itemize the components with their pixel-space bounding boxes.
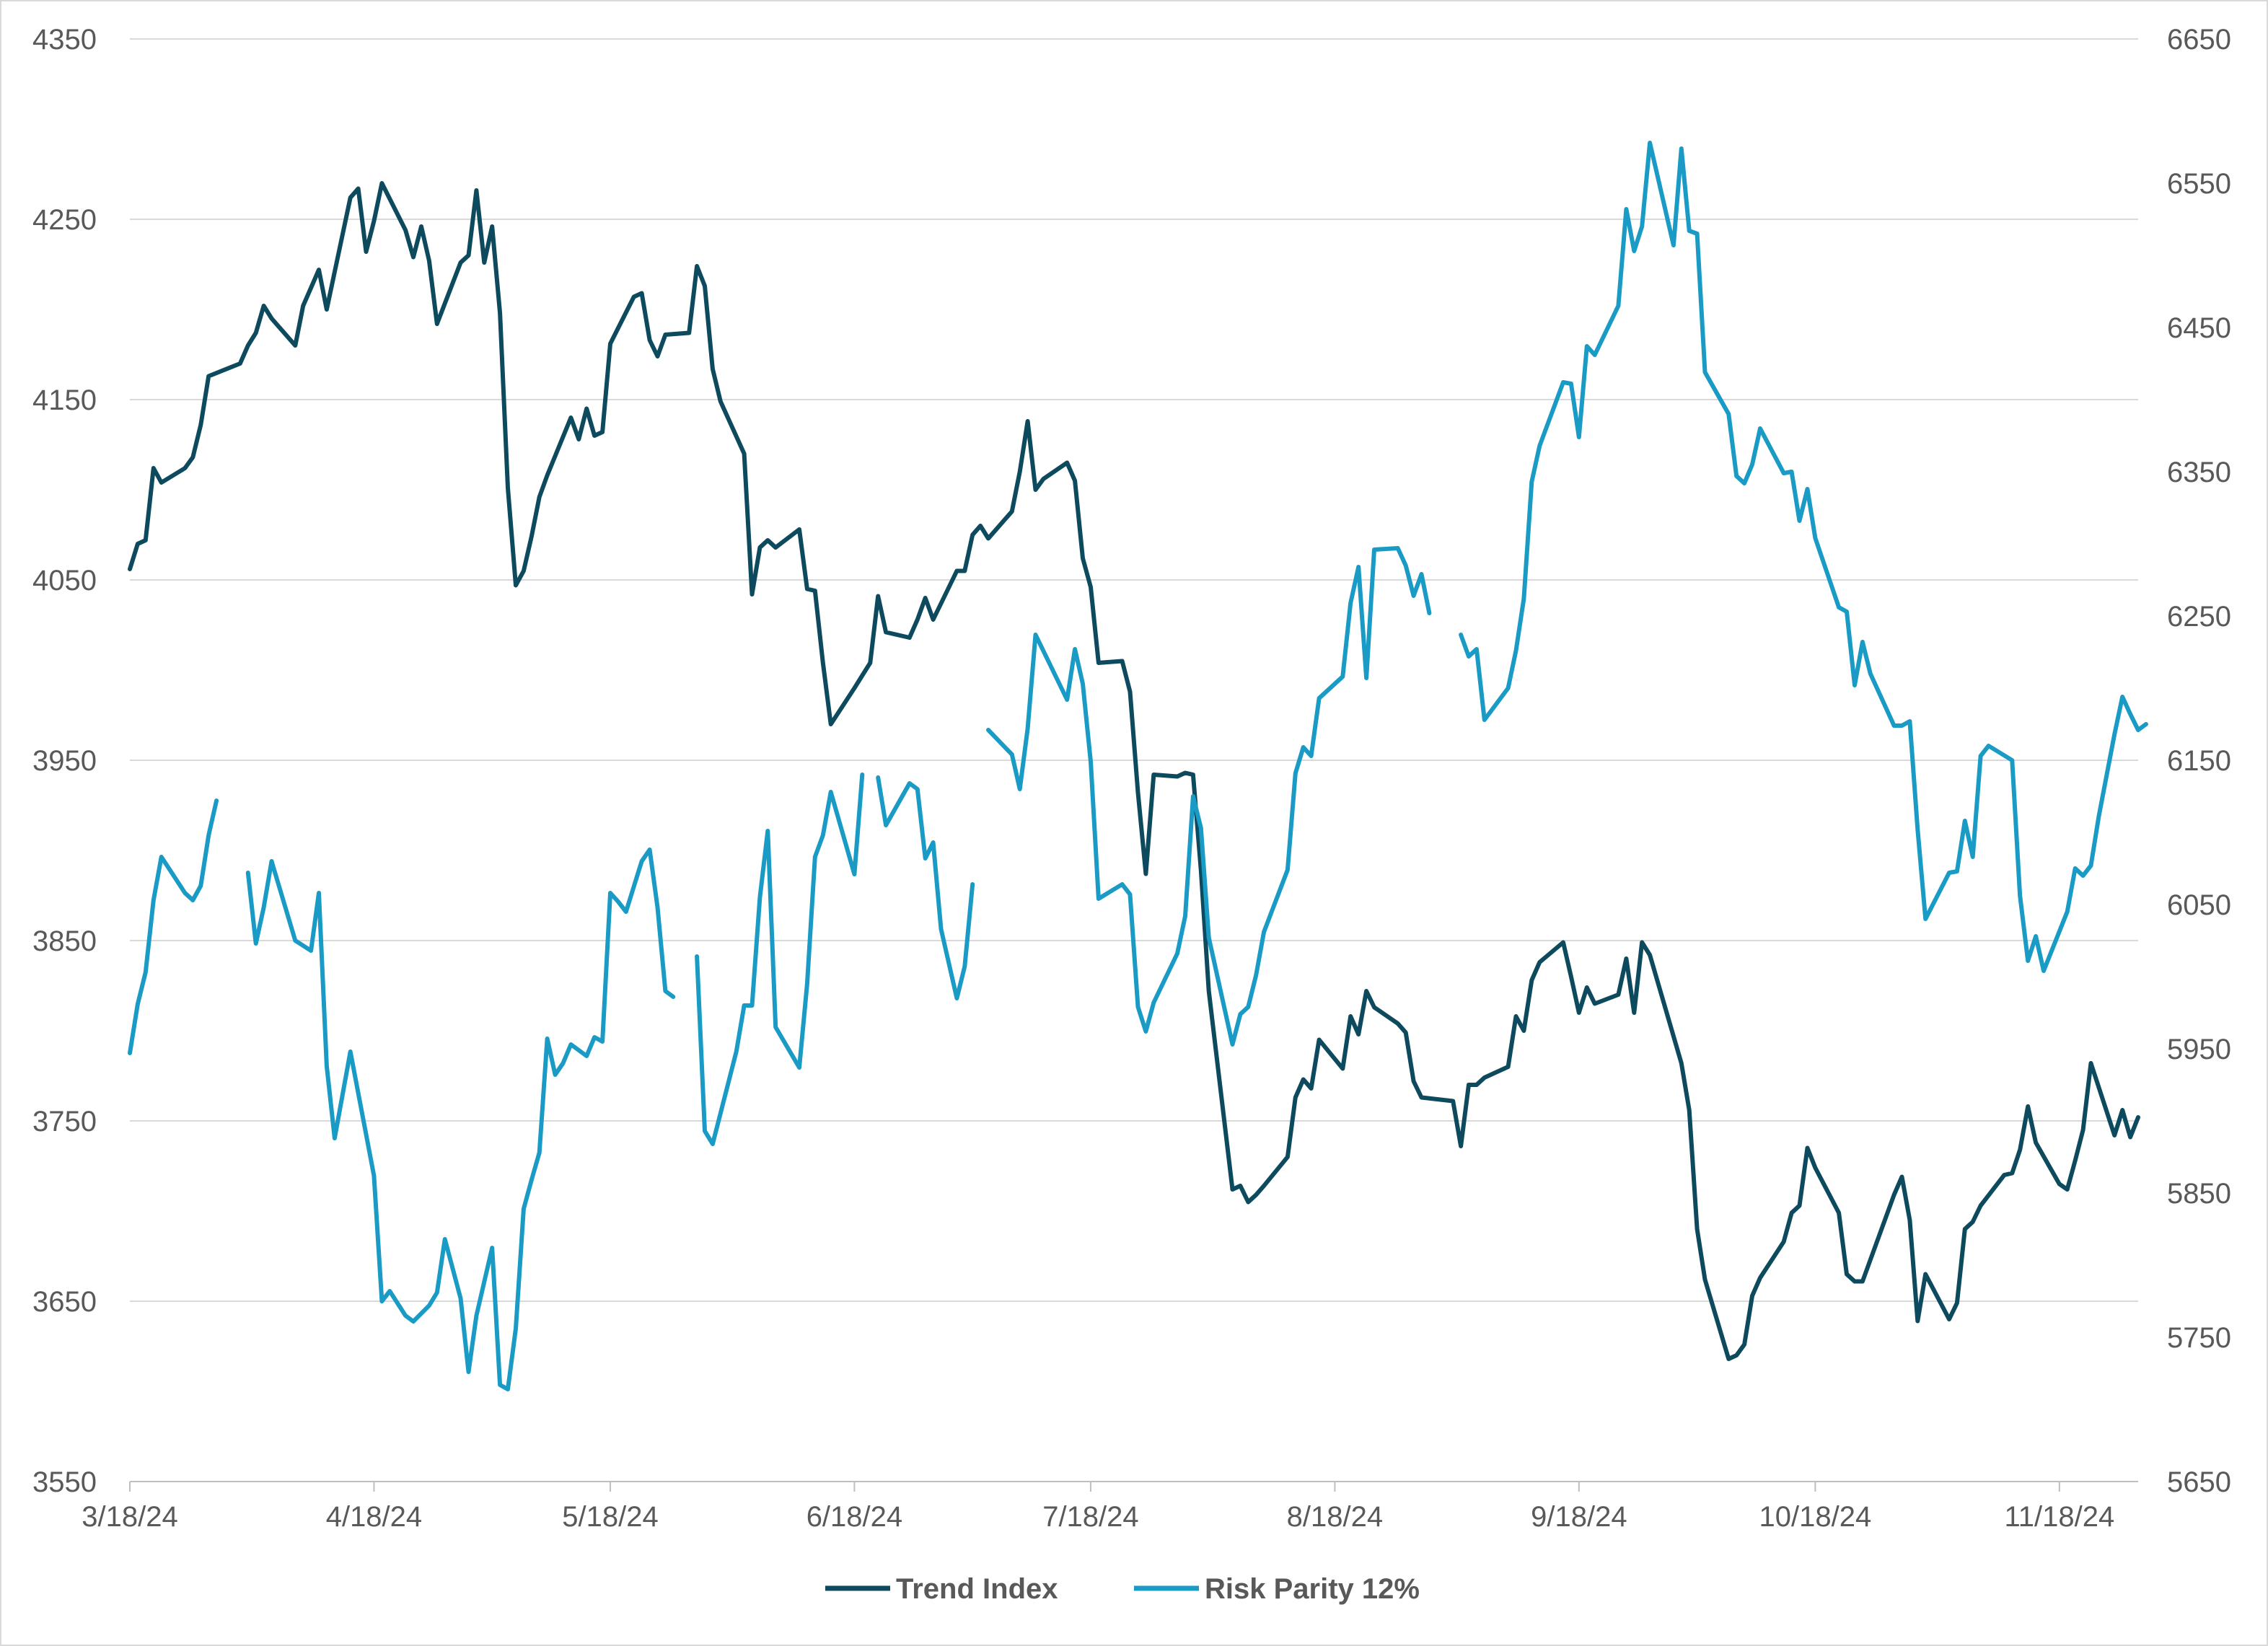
series-line-risk-parity-12	[245, 848, 676, 1391]
left-y-tick-label: 4050	[32, 565, 97, 597]
x-tick-label: 11/18/24	[2004, 1501, 2114, 1533]
legend-label-trend-index: Trend Index	[896, 1573, 1058, 1605]
gridlines	[130, 38, 2138, 1302]
left-y-tick-label: 3550	[32, 1466, 97, 1498]
series-line-risk-parity-12	[876, 775, 975, 1000]
right-y-tick-label: 5650	[2167, 1466, 2231, 1498]
x-tick-label: 10/18/24	[1759, 1501, 1872, 1533]
left-y-tick-label: 4250	[32, 204, 97, 236]
right-y-tick-label: 6250	[2167, 601, 2231, 633]
x-tick-label: 6/18/24	[806, 1501, 902, 1533]
x-axis-ticks: 3/18/24 4/18/24 5/18/24 6/18/24 7/18/24 8/18/…	[82, 1482, 2114, 1533]
left-y-tick-label: 3750	[32, 1106, 97, 1137]
left-y-tick-label: 3950	[32, 745, 97, 777]
x-tick-label: 9/18/24	[1531, 1501, 1627, 1533]
legend-label-risk-parity: Risk Parity 12%	[1205, 1573, 1420, 1605]
right-y-axis-ticks: 5650 5750 5850 5950 6050 6150 6250 6350 6450 6550…	[2167, 24, 2231, 1498]
series-lines	[128, 141, 2148, 1391]
left-y-tick-label: 4150	[32, 384, 97, 416]
right-y-tick-label: 5950	[2167, 1034, 2231, 1065]
x-tick-label: 7/18/24	[1042, 1501, 1138, 1533]
right-y-tick-label: 5750	[2167, 1322, 2231, 1354]
series-line-risk-parity-12	[128, 798, 219, 1055]
x-tick-label: 3/18/24	[82, 1501, 177, 1533]
x-tick-label: 8/18/24	[1287, 1501, 1383, 1533]
series-line-trend-index	[128, 181, 2140, 1361]
legend: Trend Index Risk Parity 12%	[825, 1573, 1420, 1605]
series-line-risk-parity-12	[986, 546, 1432, 1047]
left-y-tick-label: 4350	[32, 24, 97, 56]
series-line-risk-parity-12	[1459, 141, 2148, 973]
right-y-tick-label: 6150	[2167, 745, 2231, 777]
right-y-tick-label: 6450	[2167, 312, 2231, 344]
series-line-risk-parity-12	[695, 773, 865, 1146]
left-y-tick-label: 3650	[32, 1286, 97, 1318]
right-y-tick-label: 6350	[2167, 457, 2231, 488]
right-y-tick-label: 5850	[2167, 1178, 2231, 1210]
right-y-tick-label: 6550	[2167, 168, 2231, 200]
x-tick-label: 4/18/24	[326, 1501, 422, 1533]
x-tick-label: 5/18/24	[562, 1501, 658, 1533]
left-y-axis-ticks: 3550 3650 3750 3850 3950 4050 4150 4250 4350	[32, 24, 97, 1498]
right-y-tick-label: 6050	[2167, 889, 2231, 921]
right-y-tick-label: 6650	[2167, 24, 2231, 56]
left-y-tick-label: 3850	[32, 925, 97, 957]
